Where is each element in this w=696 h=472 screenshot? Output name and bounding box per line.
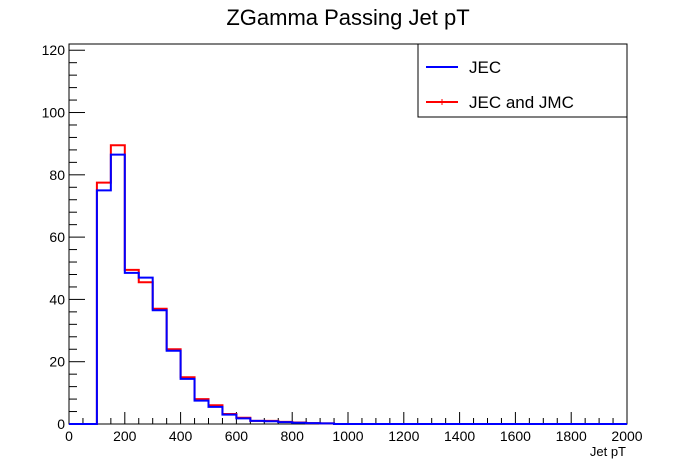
chart-title: ZGamma Passing Jet pT — [226, 5, 469, 30]
y-tick-label: 100 — [42, 105, 66, 121]
x-tick-label: 2000 — [611, 428, 642, 444]
x-tick-label: 1200 — [388, 428, 419, 444]
x-tick-label: 1800 — [556, 428, 587, 444]
x-tick-label: 0 — [65, 428, 73, 444]
x-tick-label: 600 — [225, 428, 249, 444]
y-tick-label: 0 — [57, 416, 65, 432]
x-tick-label: 800 — [281, 428, 305, 444]
y-tick-label: 20 — [49, 354, 65, 370]
legend-box — [417, 43, 628, 118]
legend: JEC JEC and JMC — [417, 43, 628, 118]
y-tick-label: 120 — [42, 42, 66, 58]
legend-label: JEC and JMC — [469, 93, 574, 112]
plot-area: 0 200 400 600 800 1000 1200 1400 1600 1800 2000 0 20… — [42, 42, 643, 444]
y-tick-label: 40 — [49, 291, 65, 307]
x-tick-label: 1600 — [500, 428, 531, 444]
x-tick-label: 1400 — [444, 428, 475, 444]
y-tick-label: 80 — [49, 167, 65, 183]
x-tick-label: 1000 — [332, 428, 363, 444]
x-tick-label: 400 — [169, 428, 193, 444]
x-tick-label: 200 — [113, 428, 137, 444]
legend-label: JEC — [469, 58, 501, 77]
x-axis-label: Jet pT — [590, 444, 626, 459]
series-jec-line — [69, 153, 627, 425]
y-tick-label: 60 — [49, 229, 65, 245]
